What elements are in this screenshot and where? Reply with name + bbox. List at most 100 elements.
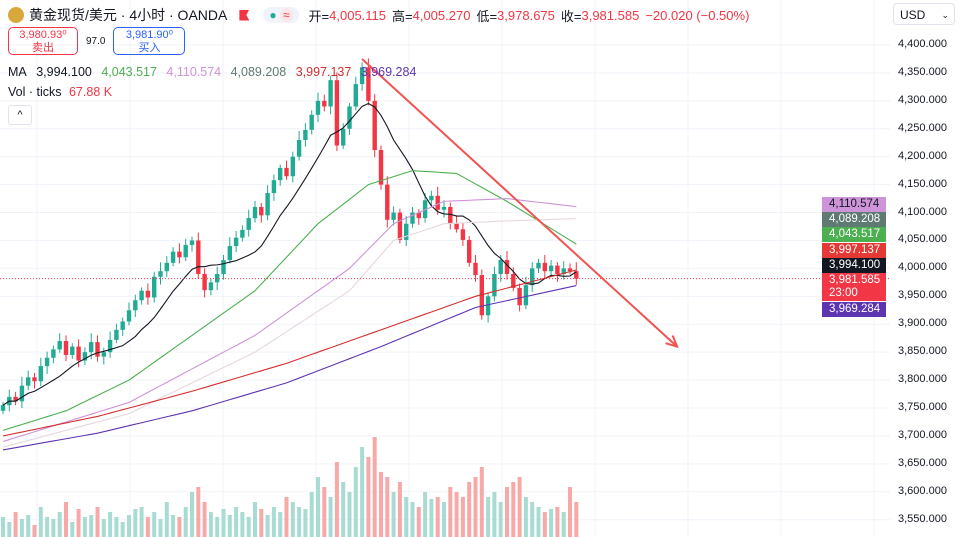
y-tick-label: 3,600.000	[898, 484, 947, 497]
volume-bar	[190, 492, 194, 537]
price-tag: 4,043.517	[822, 227, 886, 243]
candle-body	[152, 276, 157, 298]
volume-bar	[517, 477, 522, 537]
ma-value: 4,110.574	[166, 65, 222, 79]
volume-legend[interactable]: Vol · ticks 67.88 K	[8, 85, 112, 99]
y-tick-label: 4,150.000	[898, 177, 947, 190]
open-value: 4,005.115	[329, 7, 387, 23]
volume-bar	[435, 497, 440, 537]
volume-bar	[416, 507, 421, 537]
price-tag-value: 3,969.284	[829, 303, 881, 315]
currency-select[interactable]: USD ⌄	[893, 3, 955, 25]
buy-button[interactable]: 3,981.90⁰ 买入	[113, 27, 186, 55]
candle-body	[435, 195, 440, 210]
high-label: 高=	[392, 8, 413, 24]
candle-body	[296, 139, 302, 157]
volume-bar	[328, 497, 333, 537]
candle-body	[278, 167, 283, 181]
volume-bar	[64, 502, 68, 537]
volume-bar	[26, 515, 31, 537]
candle-body	[19, 385, 25, 402]
volume-bar	[208, 512, 213, 537]
low-label: 低=	[476, 8, 498, 24]
volume-bar	[108, 512, 113, 537]
volume-bar	[120, 522, 125, 537]
trade-panel: 3,980.93⁰ 卖出 97.0 3,981.90⁰ 买入	[8, 27, 186, 55]
ma-line-ma5	[2, 269, 577, 437]
volume-bar	[139, 507, 144, 537]
candle-body	[227, 246, 232, 261]
collapse-legend-button[interactable]: ^	[8, 105, 32, 125]
chevron-down-icon: ⌄	[941, 10, 949, 20]
volume-bar	[171, 515, 176, 537]
volume-bar	[309, 492, 314, 537]
candle-body	[177, 251, 182, 258]
candle-body	[183, 244, 188, 258]
price-tag: 3,997.137	[822, 242, 886, 258]
low-value: 3,978.675	[497, 7, 555, 23]
y-tick-label: 4,050.000	[898, 233, 947, 246]
candle-body	[89, 342, 94, 353]
ma-value: 3,969.284	[360, 65, 417, 79]
volume-bar	[353, 467, 358, 537]
candle-body	[101, 352, 106, 357]
symbol-title[interactable]: 黄金现货/美元 · 4小时 · OANDA	[29, 7, 228, 23]
volume-bar	[536, 507, 541, 537]
y-tick-label: 4,350.000	[898, 65, 947, 78]
volume-bar	[379, 472, 383, 537]
sell-button[interactable]: 3,980.93⁰ 卖出	[8, 27, 78, 55]
ma-value: 4,043.517	[101, 65, 157, 79]
candle-body	[485, 296, 491, 316]
volume-bar	[442, 502, 446, 537]
y-tick-label: 3,550.000	[898, 512, 947, 525]
volume-bar	[568, 487, 572, 537]
volume-bar	[7, 522, 12, 537]
candle-body	[44, 357, 50, 367]
candle-body	[359, 67, 365, 85]
candle-body	[517, 287, 522, 306]
y-tick-label: 3,750.000	[898, 401, 947, 414]
price-tag-value: 3,994.100	[829, 258, 881, 271]
flag-icon[interactable]	[239, 9, 250, 21]
volume-bar	[429, 499, 434, 537]
volume-bar	[316, 477, 320, 537]
candle-body	[467, 239, 472, 263]
sell-label: 卖出	[32, 42, 54, 54]
volume-bar	[183, 507, 188, 537]
candle-body	[328, 80, 333, 107]
volume-bar	[215, 517, 220, 537]
price-tag-value: 3,997.137	[829, 243, 881, 256]
candle-body	[448, 206, 453, 224]
volume-bar	[297, 507, 302, 537]
ma-line-ma4	[2, 218, 577, 448]
price-tag: 3,981.585 23:00	[822, 273, 886, 301]
candle-body	[341, 128, 346, 146]
volume-bar	[284, 497, 289, 537]
candle-body	[347, 106, 352, 129]
candle-body	[410, 212, 415, 224]
y-tick-label: 4,400.000	[898, 38, 947, 50]
volume-bar	[127, 515, 131, 537]
ma-line-ma6	[2, 285, 577, 451]
candle-body	[221, 260, 226, 274]
volume-bar	[486, 497, 491, 537]
candle-body	[315, 100, 321, 115]
buy-price: 3,981.90⁰	[125, 29, 174, 41]
market-status[interactable]: ● ≈	[263, 7, 299, 23]
volume-bar	[473, 477, 478, 537]
candle-body	[303, 129, 308, 140]
candle-body	[70, 346, 75, 355]
y-tick-label: 3,800.000	[898, 373, 947, 386]
candle-body	[416, 212, 421, 219]
candle-body	[536, 262, 541, 269]
candle-body	[372, 100, 377, 150]
y-tick-label: 3,950.000	[898, 289, 947, 302]
volume-bar	[542, 512, 547, 537]
volume-bar	[372, 437, 377, 537]
change-value: −20.020 (−0.50%)	[645, 7, 750, 23]
candle-body	[542, 262, 547, 272]
ma-legend[interactable]: MA 3,994.100 4,043.517 4,110.574 4,089.2…	[8, 65, 422, 79]
candle-body	[492, 273, 497, 297]
volume-bar	[467, 482, 472, 537]
